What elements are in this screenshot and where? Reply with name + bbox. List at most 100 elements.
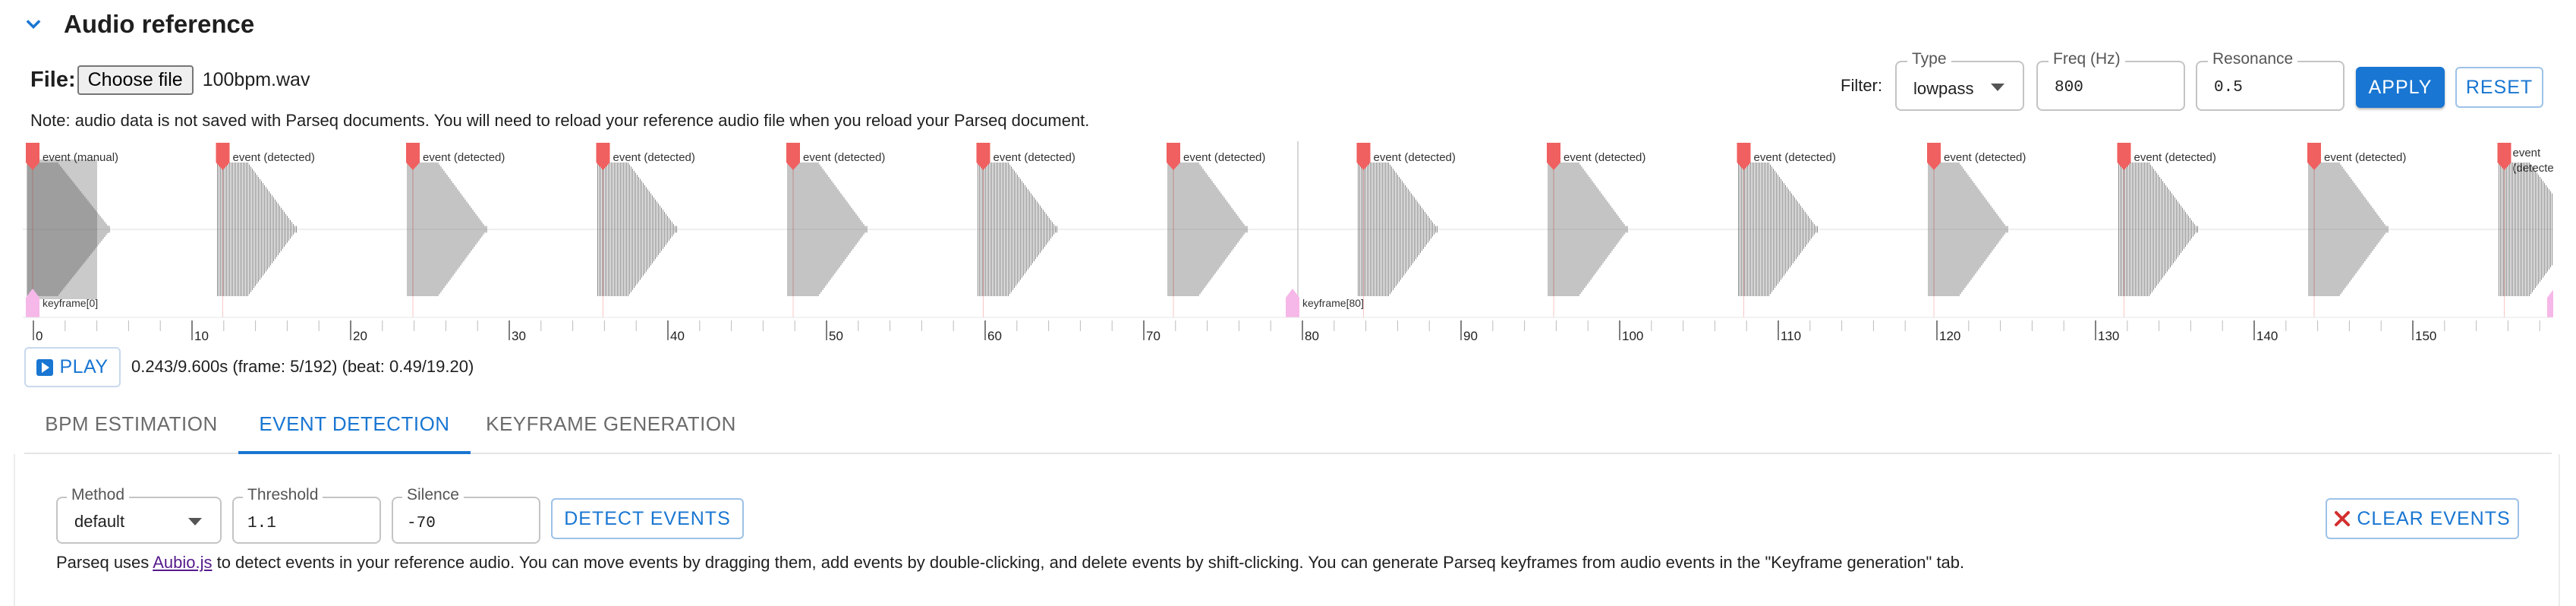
aubio-link[interactable]: Aubio.js — [153, 553, 213, 572]
threshold-label: Threshold — [243, 486, 323, 504]
ruler-label: 30 — [512, 329, 526, 340]
event-label: event — [2513, 147, 2542, 159]
waveform-dense-region — [27, 159, 97, 299]
play-label: PLAY — [59, 356, 109, 377]
dropdown-arrow-icon — [1991, 84, 2004, 91]
chevron-down-icon[interactable] — [23, 14, 44, 35]
event-label: event (detected) — [1374, 151, 1456, 164]
filter-resonance-value: 0.5 — [2214, 79, 2243, 96]
event-label: event (detected) — [1564, 151, 1645, 164]
tab-keyframe-generation[interactable]: KEYFRAME GENERATION — [486, 412, 736, 435]
event-label: event (manual) — [43, 151, 118, 164]
reset-filter-button[interactable]: RESET — [2455, 67, 2543, 108]
waveform-burst — [1928, 163, 2008, 296]
event-marker[interactable] — [2497, 143, 2511, 170]
keyframe-marker[interactable] — [1286, 289, 1299, 317]
silence-input[interactable]: Silence -70 — [392, 486, 540, 544]
event-marker[interactable] — [1737, 143, 1751, 170]
ruler-label: 0 — [36, 329, 43, 340]
ruler-label: 20 — [353, 329, 367, 340]
waveform-burst — [2499, 163, 2553, 296]
event-label: event (detected) — [2324, 151, 2406, 164]
ruler-label: 10 — [194, 329, 209, 340]
ruler-label: 80 — [1305, 329, 1319, 340]
ruler-label: 90 — [1463, 329, 1478, 340]
waveform-path — [2118, 163, 2198, 296]
silence-label: Silence — [402, 486, 464, 504]
waveform-burst — [978, 163, 1057, 296]
waveform-viewer[interactable]: event (manual) event (detected) event (det… — [23, 141, 2553, 340]
ruler-label: 140 — [2256, 329, 2278, 340]
event-marker[interactable] — [1547, 143, 1560, 170]
filter-resonance-input[interactable]: Resonance 0.5 — [2196, 50, 2345, 111]
help-prefix: Parseq uses — [56, 553, 153, 572]
ruler-label: 130 — [2098, 329, 2119, 340]
apply-filter-button[interactable]: APPLY — [2356, 67, 2445, 108]
keyframe-marker[interactable] — [26, 289, 39, 317]
event-marker[interactable] — [786, 143, 800, 170]
event-marker[interactable] — [2117, 143, 2131, 170]
tab-bpm-estimation[interactable]: BPM ESTIMATION — [45, 412, 218, 435]
event-label: event (detected) — [1754, 151, 1836, 164]
accordion-header[interactable]: Audio reference — [23, 6, 254, 43]
detect-events-button[interactable]: DETECT EVENTS — [551, 498, 744, 539]
event-label: event (detected) — [423, 151, 505, 164]
method-label: Method — [67, 486, 130, 504]
event-marker[interactable] — [26, 143, 39, 170]
event-marker[interactable] — [2307, 143, 2321, 170]
keyframe-marker[interactable] — [2547, 289, 2553, 317]
threshold-input[interactable]: Threshold 1.1 — [232, 486, 381, 544]
close-icon — [2335, 511, 2351, 526]
waveform-path — [27, 163, 110, 296]
event-label: event (detected) — [613, 151, 695, 164]
method-select[interactable]: Method default — [56, 486, 222, 544]
waveform-burst — [1548, 163, 1628, 296]
event-marker[interactable] — [596, 143, 610, 170]
ruler-label: 100 — [1622, 329, 1643, 340]
event-marker[interactable] — [1167, 143, 1180, 170]
waveform-burst — [27, 163, 110, 296]
event-label: event (detected) — [233, 151, 315, 164]
event-marker[interactable] — [1927, 143, 1941, 170]
filter-freq-input[interactable]: Freq (Hz) 800 — [2036, 50, 2185, 111]
play-button[interactable]: PLAY — [24, 347, 121, 387]
filter-freq-label: Freq (Hz) — [2049, 50, 2125, 68]
waveform-path — [217, 163, 297, 296]
waveform-burst — [787, 163, 868, 296]
event-marker[interactable] — [216, 143, 230, 170]
ruler-label: 60 — [987, 329, 1002, 340]
ruler-label: 110 — [1781, 329, 1801, 340]
waveform-path — [787, 163, 868, 296]
event-marker[interactable] — [406, 143, 420, 170]
waveform-path — [1548, 163, 1628, 296]
file-name: 100bpm.wav — [202, 69, 310, 90]
event-marker[interactable] — [1356, 143, 1371, 170]
filter-freq-value: 800 — [2055, 79, 2083, 96]
waveform-burst — [1167, 163, 1248, 296]
clear-events-label: CLEAR EVENTS — [2357, 507, 2511, 529]
help-suffix: to detect events in your reference audio… — [212, 553, 1965, 572]
note-text: Note: audio data is not saved with Parse… — [30, 111, 1090, 130]
waveform-path — [597, 163, 677, 296]
tab-bar: BPM ESTIMATION EVENT DETECTION KEYFRAME … — [24, 395, 2552, 454]
ruler-label: 70 — [1146, 329, 1160, 340]
event-label: event (detected) — [1183, 151, 1265, 164]
event-label: event (detected) — [803, 151, 885, 164]
play-icon — [36, 358, 54, 376]
event-marker[interactable] — [976, 143, 990, 170]
ruler-label: 150 — [2415, 329, 2436, 340]
active-tab-indicator — [238, 451, 471, 454]
waveform-burst — [217, 163, 297, 296]
filter-type-label: Type — [1907, 50, 1951, 68]
waveform-path — [1928, 163, 2008, 296]
keyframe-label: keyframe[0] — [43, 297, 98, 309]
keyframe-label: keyframe[80] — [1302, 297, 1364, 309]
threshold-value: 1.1 — [247, 515, 276, 532]
ruler-label: 50 — [829, 329, 843, 340]
clear-events-button[interactable]: CLEAR EVENTS — [2326, 498, 2519, 539]
choose-file-button[interactable]: Choose file — [77, 65, 194, 95]
filter-resonance-label: Resonance — [2208, 50, 2298, 68]
filter-type-select[interactable]: Type lowpass — [1895, 50, 2024, 111]
tab-event-detection[interactable]: EVENT DETECTION — [259, 412, 450, 435]
waveform-burst — [407, 163, 487, 296]
